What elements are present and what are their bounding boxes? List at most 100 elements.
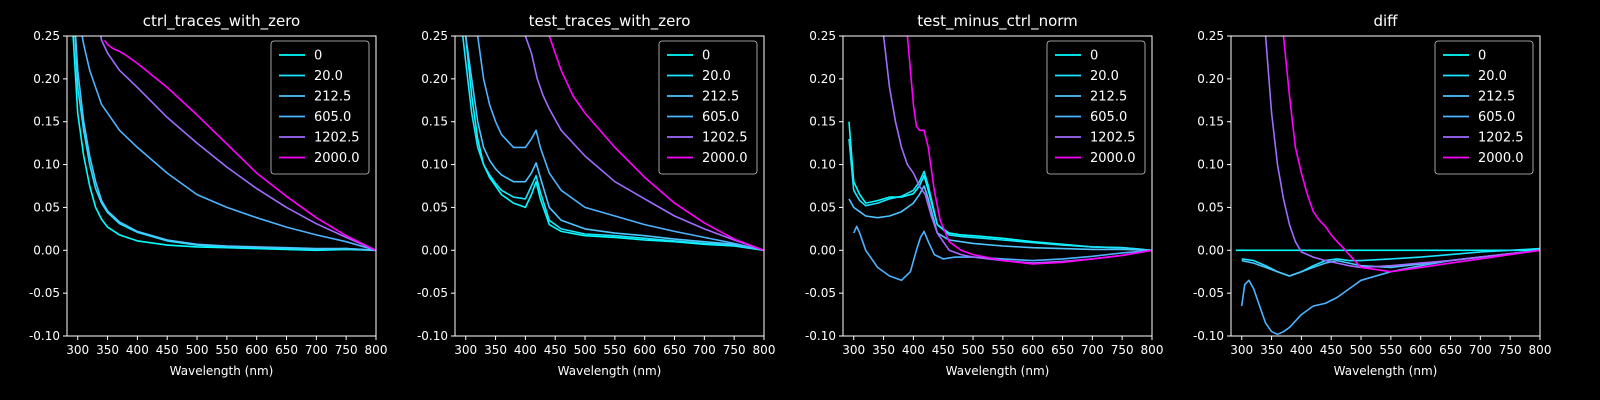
x-tick-label: 500 [574,343,597,357]
legend-box [1046,40,1146,175]
y-tick-label: 0.05 [809,200,836,214]
y-tick-label: 0.10 [421,158,448,172]
legend-entry-label: 1202.5 [702,131,748,146]
x-tick-label: 550 [215,343,238,357]
legend: 0 20.0 212.5 605.0 1202.5 2000.0 [270,40,370,175]
y-tick-label: -0.05 [1193,286,1224,300]
series-line-0 [72,36,376,252]
x-tick-label: 600 [245,343,268,357]
legend-entry-label: 605.0 [1090,110,1127,125]
x-tick-label: 650 [1439,343,1462,357]
y-tick-label: 0.05 [1197,200,1224,214]
x-tick-label: 600 [633,343,656,357]
series-line-2000.0 [548,36,764,252]
legend-entry-label: 1202.5 [314,131,360,146]
y-tick-label: -0.10 [1193,329,1224,343]
x-tick-label: 750 [1499,343,1522,357]
x-axis-label: Wavelength (nm) [946,364,1050,378]
legend-entry-label: 1202.5 [1478,131,1524,146]
x-tick-label: 400 [1290,343,1313,357]
x-tick-label: 300 [842,343,865,357]
series-line-605.0 [1240,249,1540,336]
series-line-2000.0 [1282,36,1540,273]
legend-entry-label: 2000.0 [702,151,748,166]
x-tick-label: 450 [544,343,567,357]
y-tick-label: 0.10 [1197,158,1224,172]
x-tick-label: 650 [663,343,686,357]
x-tick-label: 300 [1230,343,1253,357]
series-line-212.5 [464,36,764,252]
y-tick-label: 0.15 [809,115,836,129]
x-tick-label: 700 [693,343,716,357]
legend-entry-label: 212.5 [1090,90,1127,105]
series-group [72,36,376,252]
legend-box [270,40,370,175]
y-tick-label: -0.10 [417,329,448,343]
x-tick-label: 500 [962,343,985,357]
chart-title: test_traces_with_zero [529,12,691,31]
series-line-1202.5 [524,36,764,252]
y-tick-label: 0.10 [33,158,60,172]
y-tick-label: 0.00 [809,243,836,257]
y-tick-label: -0.05 [805,286,836,300]
legend: 0 20.0 212.5 605.0 1202.5 2000.0 [658,40,758,175]
series-group [462,36,764,252]
x-tick-label: 800 [365,343,388,357]
x-tick-label: 450 [1320,343,1343,357]
y-tick-label: 0.20 [809,72,836,86]
legend-entry-label: 212.5 [1478,90,1515,105]
x-tick-label: 400 [126,343,149,357]
legend-entry-label: 1202.5 [1090,131,1136,146]
x-tick-label: 350 [872,343,895,357]
x-tick-label: 350 [1260,343,1283,357]
series-line-1202.5 [99,36,376,252]
x-tick-label: 350 [96,343,119,357]
x-tick-label: 600 [1409,343,1432,357]
y-tick-label: 0.15 [33,115,60,129]
legend-entry-label: 2000.0 [314,151,360,166]
axes-frame [1230,35,1541,337]
y-tick-label: 0.00 [421,243,448,257]
y-tick-label: 0.20 [421,72,448,86]
legend-box [1434,40,1534,175]
axes-frame [842,35,1153,337]
y-tick-label: -0.05 [29,286,60,300]
series-group [848,36,1152,282]
y-tick-label: 0.25 [33,29,60,43]
legend-entry-label: 0 [1478,49,1486,64]
legend: 0 20.0 212.5 605.0 1202.5 2000.0 [1046,40,1146,175]
legend-entry-label: 2000.0 [1478,151,1524,166]
legend-entry-label: 2000.0 [1090,151,1136,166]
x-tick-label: 500 [1350,343,1373,357]
series-line-0 [848,121,1152,252]
y-tick-label: 0.25 [421,29,448,43]
legend-entry-label: 605.0 [1478,110,1515,125]
chart-panel-4: diff 300 350 400 450 500 550 600 650 700 750 800 -0.… [1193,12,1552,378]
x-tick-label: 750 [723,343,746,357]
series-group [1235,36,1540,336]
x-tick-label: 750 [335,343,358,357]
series-line-605.0 [476,36,764,252]
chart-panel-2: test_traces_with_zero 300 350 400 450 500 550 6… [417,12,776,378]
x-tick-label: 700 [1469,343,1492,357]
x-tick-label: 650 [275,343,298,357]
series-line-2000.0 [103,39,376,252]
x-tick-label: 450 [932,343,955,357]
x-tick-label: 750 [1111,343,1134,357]
series-line-20.0 [848,138,1152,252]
x-tick-label: 550 [603,343,626,357]
y-tick-label: 0.15 [1197,115,1224,129]
y-tick-label: -0.05 [417,286,448,300]
legend: 0 20.0 212.5 605.0 1202.5 2000.0 [1434,40,1534,175]
series-line-20.0 [74,36,376,252]
legend-entry-label: 605.0 [314,110,351,125]
legend-entry-label: 605.0 [702,110,739,125]
y-tick-label: 0.00 [1197,243,1224,257]
legend-entry-label: 20.0 [1478,69,1507,84]
series-line-1202.5 [882,36,1152,264]
y-tick-label: 0.05 [33,200,60,214]
y-tick-label: 0.25 [809,29,836,43]
axes-frame [66,35,377,337]
x-tick-label: 800 [753,343,776,357]
x-axis-label: Wavelength (nm) [1334,364,1438,378]
